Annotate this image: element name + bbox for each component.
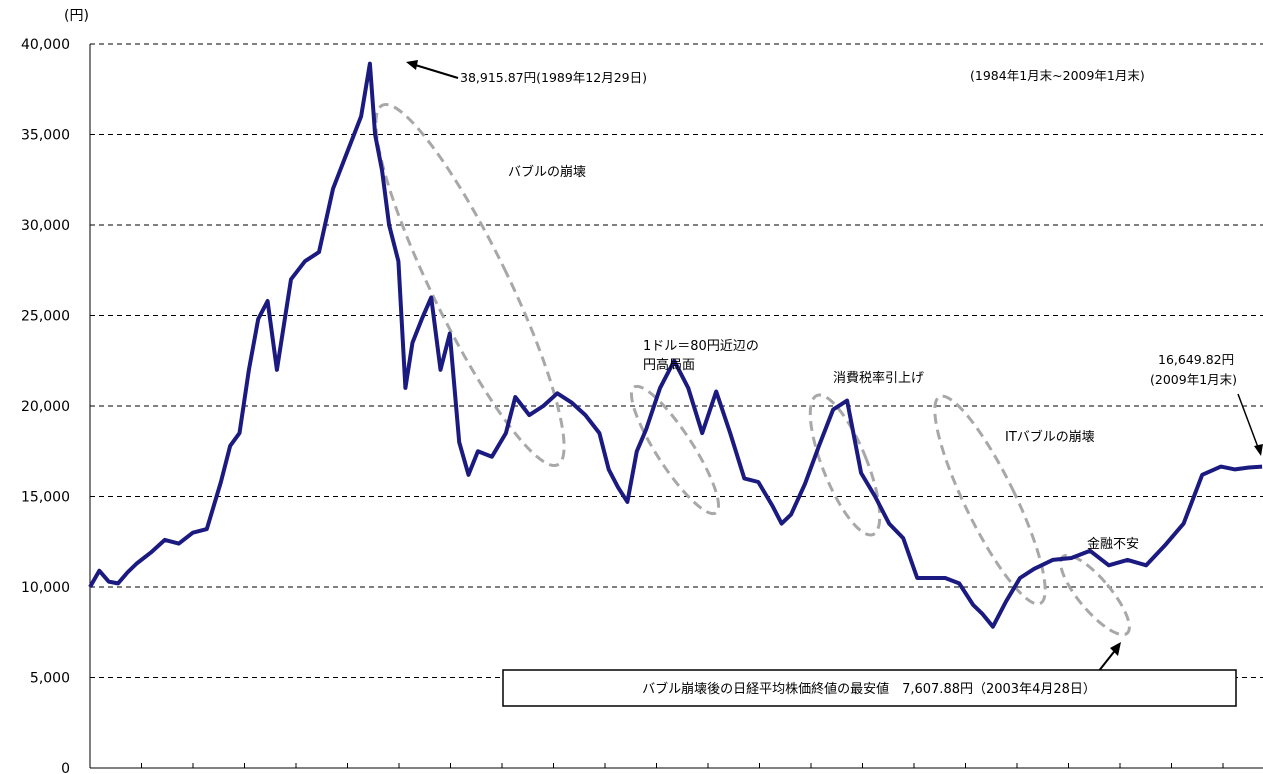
y-tick-labels: 0 5,000 10,000 15,000 20,000 25,000 30,000 35,0… — [21, 37, 70, 774]
ellipse-yen-high — [629, 384, 721, 516]
y-tick-label: 15,000 — [21, 490, 70, 506]
latest-annotation: 16,649.82円 (2009年1月末) — [1150, 352, 1263, 456]
peak-arrowhead — [406, 60, 418, 70]
lowest-arrowhead — [1110, 642, 1121, 656]
yen-high-label-1: 1ドル＝80円近辺の — [643, 339, 759, 354]
it-bubble-label: ITバブルの崩壊 — [1005, 429, 1095, 445]
y-tick-label: 25,000 — [21, 309, 70, 325]
lowest-arrow — [1097, 647, 1118, 673]
ellipse-it-bubble — [933, 394, 1047, 606]
peak-annotation: 38,915.87円(1989年12月29日) — [406, 60, 647, 85]
nikkei-series-line — [88, 61, 1263, 629]
lowest-value-callout: バブル崩壊後の日経平均株価終値の最安値 7,607.88円（2003年4月28日… — [502, 642, 1237, 707]
lowest-value-text: バブル崩壊後の日経平均株価終値の最安値 7,607.88円（2003年4月28日… — [642, 681, 1096, 697]
ellipse-bubble-collapse — [374, 102, 566, 468]
latest-arrow — [1237, 393, 1260, 451]
lowest-value-box — [502, 669, 1237, 707]
y-tick-label: 35,000 — [21, 128, 70, 144]
tax-hike-label: 消費税率引上げ — [833, 370, 924, 386]
yen-high-label-2: 円高局面 — [643, 357, 695, 373]
latest-date-label: (2009年1月末) — [1150, 372, 1237, 387]
y-tick-label: 30,000 — [21, 218, 70, 234]
x-tick-marks — [89, 763, 1224, 768]
latest-arrowhead — [1254, 444, 1263, 456]
y-tick-label: 40,000 — [21, 37, 70, 53]
latest-value-label: 16,649.82円 — [1158, 352, 1234, 367]
y-tick-label: 20,000 — [21, 399, 70, 415]
period-note: (1984年1月末~2009年1月末) — [970, 68, 1145, 83]
ellipse-tax-hike — [808, 393, 882, 537]
y-tick-label: 10,000 — [21, 580, 70, 596]
y-unit-label: (円) — [64, 8, 89, 24]
highlight-ellipses — [374, 102, 1131, 637]
peak-arrow — [411, 63, 459, 79]
y-tick-label: 0 — [61, 761, 70, 774]
financial-unrest-label: 金融不安 — [1087, 536, 1139, 552]
y-tick-label: 5,000 — [30, 671, 70, 687]
bubble-collapse-label: バブルの崩壊 — [508, 164, 586, 180]
ellipse-financial-unrest — [1059, 553, 1131, 637]
peak-label: 38,915.87円(1989年12月29日) — [460, 70, 647, 85]
